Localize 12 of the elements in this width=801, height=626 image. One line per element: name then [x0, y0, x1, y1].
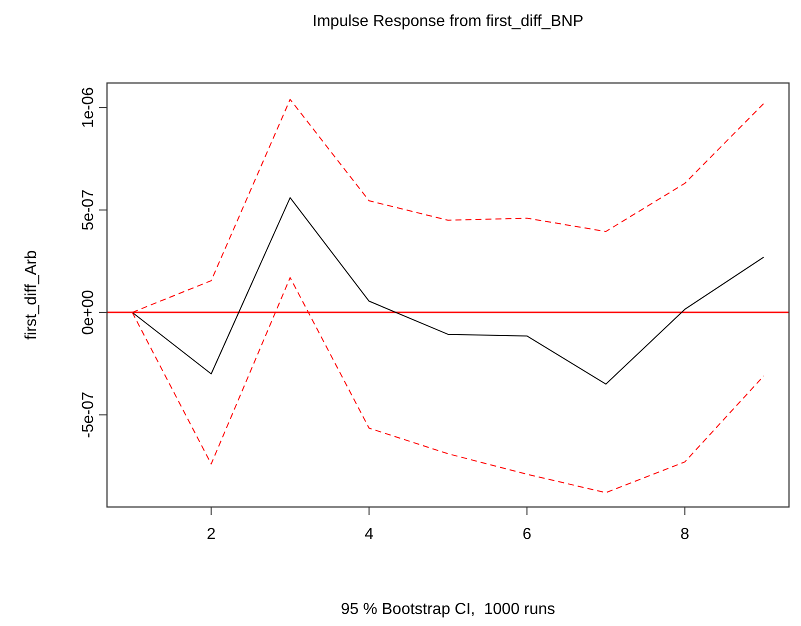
chart-title: Impulse Response from first_diff_BNP — [312, 13, 584, 30]
x-axis-title: 95 % Bootstrap CI, 1000 runs — [340, 601, 556, 618]
x-tick-label: 2 — [206, 526, 216, 543]
y-tick-label: 1e-06 — [80, 87, 97, 128]
y-tick-label: 5e-07 — [80, 189, 97, 230]
y-axis-title: first_diff_Arb — [23, 250, 40, 340]
x-tick-label: 4 — [364, 526, 374, 543]
x-tick-label: 6 — [522, 526, 532, 543]
y-tick-label: -5e-07 — [80, 392, 97, 438]
y-tick-label: 0e+00 — [80, 290, 97, 335]
x-tick-label: 8 — [680, 526, 690, 543]
line-series — [132, 197, 764, 385]
